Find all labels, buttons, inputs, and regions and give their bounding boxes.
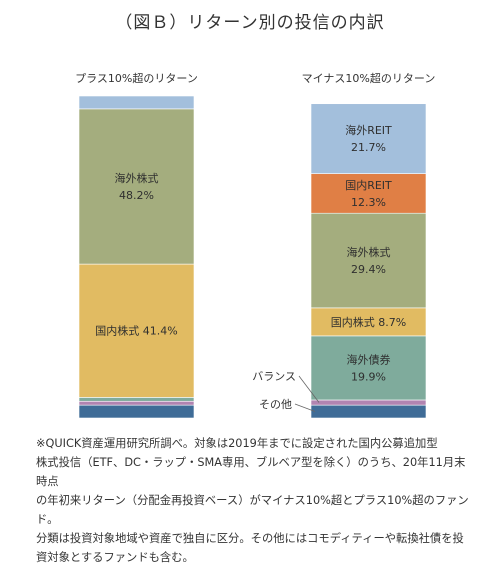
footnote: ※QUICK資産運用研究所調べ。対象は2019年までに設定された国内公募追加型 … [36,434,476,567]
bar-segment [310,103,427,174]
bar-segment [78,400,195,406]
segment-label: 19.9% [351,370,386,383]
bar-segment [78,397,195,402]
segment-label: 国内株式 8.7% [331,315,406,329]
callout-line [294,403,316,412]
bar-segment [310,173,427,214]
segment-label: 海外REIT [345,123,392,137]
segment-label: 29.4% [351,263,386,276]
segment-label: 21.7% [351,141,386,154]
segment-label: 海外株式 [347,245,391,259]
bar-segment [310,399,427,406]
bar-segment [78,95,195,110]
chart-title: （図Ｂ）リターン別の投信の内訳 [115,13,385,33]
footnote-line: 分類は投資対象地域や資産で独自に区分。その他にはコモディティーや転換社債を投 [36,532,464,545]
footnote-line: ※QUICK資産運用研究所調べ。対象は2019年までに設定された国内公募追加型 [36,437,438,450]
bar-category-label: マイナス10%超のリターン [302,71,436,85]
callout-label: バランス [252,370,296,383]
segment-label: 国内REIT [345,178,392,192]
bar-segment [310,212,427,309]
segment-label: 国内株式 41.4% [95,324,177,338]
segment-label: 12.3% [351,196,386,209]
footnote-line: 資対象とするファンドも含む。 [36,551,194,564]
bar-segment [310,307,427,337]
bar-segment [310,404,427,419]
segment-label: 海外債券 [347,352,391,366]
footnote-line: 株式投信（ETF、DC・ラップ・SMA専用、ブルベア型を除く）のうち、20年11… [36,456,466,488]
bar-category-label: プラス10%超のリターン [75,71,198,85]
segment-label: 海外株式 [115,171,159,185]
bar-segment [78,404,195,419]
callout-line [298,375,320,403]
callout-label: その他 [259,398,292,411]
segment-label: 48.2% [119,189,154,202]
bar-segment [78,263,195,398]
bar-segment [310,335,427,401]
footnote-line: の年初来リターン（分配金再投資ベース）がマイナス10%超とプラス10%超のファン… [36,494,469,526]
bar-segment [78,108,195,265]
